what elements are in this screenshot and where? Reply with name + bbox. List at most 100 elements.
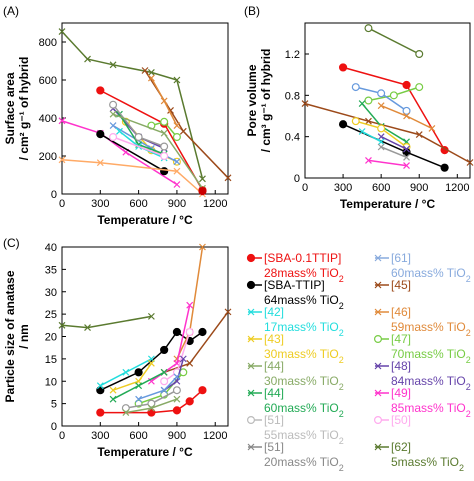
legend-ref: [42]	[264, 305, 284, 319]
series--45-	[160, 308, 232, 376]
series--sba-end	[198, 187, 207, 196]
legend-subscript: 2	[466, 355, 471, 365]
x-tick-label: 900	[168, 198, 186, 210]
data-point	[134, 368, 143, 377]
legend-ref: [45]	[391, 278, 411, 292]
data-point	[338, 63, 348, 72]
legend-item: [43]30mass% TiO2	[247, 332, 344, 365]
data-point	[109, 110, 117, 118]
legend-item: [61]60mass% TiO2	[374, 251, 471, 284]
legend-ref: [51]	[264, 440, 284, 454]
data-point	[351, 117, 360, 126]
legend-swatch-marker	[374, 281, 382, 289]
data-point	[147, 68, 155, 76]
y-tick-label: 25	[45, 309, 57, 321]
data-point	[147, 359, 155, 367]
data-point	[358, 100, 366, 108]
series--43-	[109, 359, 155, 394]
data-point	[179, 355, 187, 363]
legend-item: [47]70mass% TiO2	[374, 332, 471, 365]
x-tick-label: 0	[302, 182, 308, 194]
data-point	[377, 138, 385, 146]
data-point	[185, 328, 194, 337]
legend-text: 17mass% TiO2	[264, 320, 344, 338]
data-point	[122, 409, 130, 416]
legend-ref: [50]	[391, 413, 411, 427]
legend-swatch-marker	[374, 362, 382, 370]
x-axis-label: Temperature / °C	[97, 213, 193, 227]
series--43-50mass-	[58, 156, 206, 198]
data-point	[173, 122, 181, 130]
series-line	[380, 146, 407, 158]
series-line	[138, 376, 178, 400]
data-point	[160, 129, 168, 137]
legend-swatch-marker	[247, 308, 255, 316]
panel-1: (A) 0 200 400 600 800 0 300 600 900 1200 Temperatur…	[3, 4, 232, 227]
legend-text: 55mass% TiO2	[264, 428, 344, 446]
data-point	[58, 321, 66, 329]
y-axis-label-units: / cm² g⁻¹ of hybrid	[17, 57, 31, 161]
legend-item: [50]	[374, 413, 411, 427]
data-point	[364, 24, 373, 33]
legend-text: 5mass% TiO2	[391, 455, 464, 473]
legend-subscript: 2	[339, 409, 344, 419]
x-tick-label: 0	[59, 198, 65, 210]
data-point	[109, 61, 117, 69]
plot-frame	[61, 246, 229, 427]
data-point	[403, 145, 410, 153]
legend-ref: [61]	[391, 251, 411, 265]
series-line	[361, 130, 382, 143]
data-point	[301, 100, 309, 108]
y-tick-label: 0	[51, 421, 57, 433]
data-point	[160, 142, 169, 151]
legend-text: 60mass% TiO2	[264, 401, 344, 419]
series--46-	[147, 74, 181, 130]
data-point	[147, 408, 156, 417]
series--44-	[109, 368, 168, 403]
legend: [SBA-0.1TTIP]28mass% TiO2[SBA-TTIP]64mas…	[246, 251, 471, 473]
y-tick-label: 30	[45, 287, 57, 299]
legend-ref: [47]	[391, 332, 411, 346]
series--47-	[364, 83, 424, 105]
legend-ref: [51]	[264, 413, 284, 427]
legend-ref: [46]	[391, 305, 411, 319]
data-point	[403, 112, 410, 120]
data-point	[377, 124, 386, 133]
legend-subscript: 2	[466, 409, 471, 419]
data-point	[109, 133, 118, 142]
legend-ref: [SBA-TTIP]	[264, 278, 325, 292]
series--44-30mass-	[122, 395, 181, 416]
data-point	[84, 55, 91, 63]
legend-subscript: 2	[466, 382, 471, 392]
y-tick-label: 10	[45, 376, 57, 388]
data-point	[415, 49, 424, 58]
data-point	[403, 153, 410, 161]
y-axis-label-units: / nm	[17, 324, 31, 349]
data-point	[160, 386, 168, 394]
data-point	[415, 83, 424, 92]
legend-text: 85mass% TiO2	[391, 401, 471, 419]
x-tick-label: 600	[372, 182, 390, 194]
data-point	[96, 86, 105, 95]
legend-swatch-marker	[247, 443, 255, 451]
series--50-	[109, 133, 169, 161]
series-line	[368, 159, 407, 167]
data-point	[96, 408, 105, 417]
data-point	[377, 133, 385, 141]
y-tick-label: 1.2	[285, 49, 300, 61]
data-point	[365, 157, 372, 164]
data-point	[377, 102, 385, 110]
data-point	[402, 106, 411, 115]
legend-swatch-marker	[247, 389, 255, 397]
data-point	[84, 324, 91, 331]
legend-text: 70mass% TiO2	[391, 347, 471, 365]
series--46-	[377, 102, 436, 132]
legend-subscript: 2	[339, 463, 344, 473]
legend-subscript: 2	[339, 274, 344, 284]
series--42-	[96, 355, 155, 390]
data-point	[116, 127, 123, 135]
panel-label: (A)	[3, 4, 19, 18]
legend-swatch-marker	[374, 416, 383, 425]
data-point	[160, 377, 169, 386]
